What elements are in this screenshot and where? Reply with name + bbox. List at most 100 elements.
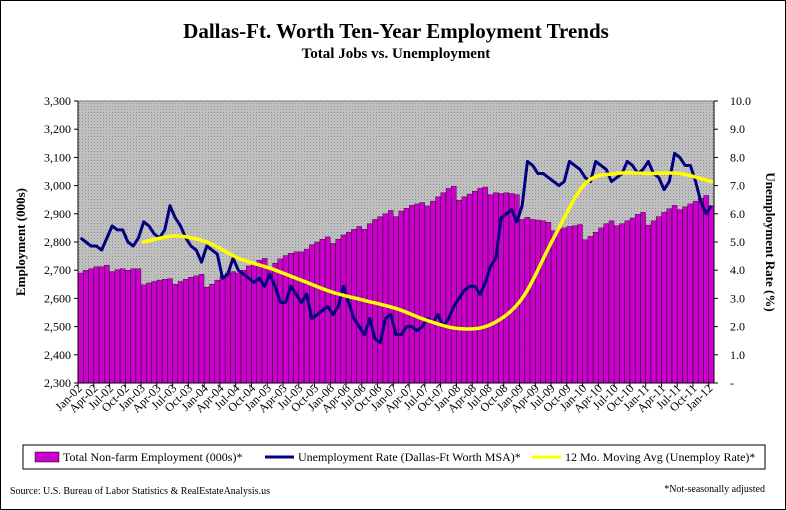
employment-bar [277,258,284,384]
employment-bar [135,268,142,384]
employment-bar [88,268,94,384]
legend-label-moving-avg: 12 Mo. Moving Avg (Unemploy Rate)* [565,450,755,464]
employment-bar [435,196,441,384]
employment-bar [582,239,588,384]
y-tick-label: 2,400 [44,348,71,362]
y-tick-label: 3,100 [44,150,71,164]
employment-bar [550,230,557,384]
employment-bar [398,210,404,384]
employment-bar [608,220,615,384]
employment-bar [240,270,247,384]
employment-bar [93,266,100,384]
employment-bar [219,275,226,384]
y-tick-label: 2,800 [44,235,71,249]
employment-bar [577,224,583,384]
y-tick-label: 3,300 [44,94,71,108]
employment-bar [598,227,604,384]
employment-bar [687,203,694,384]
employment-bar [361,229,368,384]
employment-bar [130,268,136,384]
legend-box [22,444,766,470]
legend-label-employment: Total Non-farm Employment (000s)* [63,450,242,464]
employment-bar [603,223,609,384]
y2-tick-label: - [730,376,734,390]
employment-bar [692,200,699,384]
employment-bar [377,216,383,384]
y2-tick-label: 9.0 [730,122,745,136]
employment-bar [440,192,447,384]
employment-bar [83,270,89,384]
employment-bar [619,223,625,384]
employment-bar [225,272,231,384]
employment-bar [430,200,436,384]
employment-bar [503,192,510,384]
employment-bar [703,195,709,384]
employment-bar [340,234,347,384]
employment-bar [393,216,399,384]
employment-bar [529,219,536,384]
employment-bar [162,279,168,384]
employment-bar [629,217,636,384]
employment-bar [487,194,494,384]
employment-bar [477,188,483,384]
employment-bar [246,265,252,384]
y2-tick-label: 1.0 [730,348,745,362]
employment-bars [77,185,715,384]
series-lines [79,151,714,345]
employment-bar [382,213,389,384]
y-tick-label: 2,300 [44,376,71,390]
employment-bar [661,212,667,384]
employment-bar [156,279,163,384]
y-tick-label: 2,700 [44,263,71,277]
axes: 2,300 2,400 2,500 2,600 2,700 2,800 2,900 3,000… [44,94,751,415]
employment-bar [524,217,531,384]
employment-bar [572,225,578,384]
employment-bar [640,212,646,384]
y2-tick-label: 3.0 [730,291,745,305]
employment-bar [419,202,425,384]
chart-subtitle: Total Jobs vs. Unemployment [302,46,491,62]
employment-bar [230,271,236,384]
y-tick-label: 3,200 [44,122,71,136]
moving-average-line [141,171,714,331]
y-axis-title: Employment (000s) [13,188,28,296]
employment-bar [235,272,242,384]
employment-bar [151,281,157,384]
employment-bar [177,281,184,384]
y2-tick-label: 8.0 [730,150,745,164]
y2-axis-title: Unemployment Rate (%) [763,172,778,311]
employment-bar [188,277,194,384]
employment-bar [193,275,199,384]
employment-bar [351,229,357,384]
employment-bar [204,286,210,384]
employment-bar [140,284,147,384]
y-tick-label: 2,900 [44,207,71,221]
legend: Total Non-farm Employment (000s)* Unempl… [22,444,766,470]
employment-bar [167,278,173,384]
employment-bar [540,220,546,384]
legend-swatch-employment [34,451,60,463]
employment-bar [645,224,652,384]
employment-bar [409,205,415,384]
employment-bar [172,284,178,384]
employment-bar [424,205,431,384]
employment-bar [288,253,294,384]
employment-bar [298,251,305,384]
y2-tick-label: 10.0 [730,94,751,108]
employment-bar [671,205,678,384]
employment-bar [146,282,152,384]
source-note: Source: U.S. Bureau of Labor Statistics … [10,486,270,497]
employment-bar [666,208,673,384]
employment-bar [587,236,594,384]
employment-bar [183,279,189,384]
employment-bar [209,284,215,384]
y2-tick-label: 6.0 [730,207,745,221]
y2-tick-label: 2.0 [730,320,745,334]
employment-bar [456,200,462,384]
employment-bar [698,198,704,384]
employment-bar [451,185,457,384]
employment-bar [267,268,273,384]
employment-bar [293,251,299,384]
